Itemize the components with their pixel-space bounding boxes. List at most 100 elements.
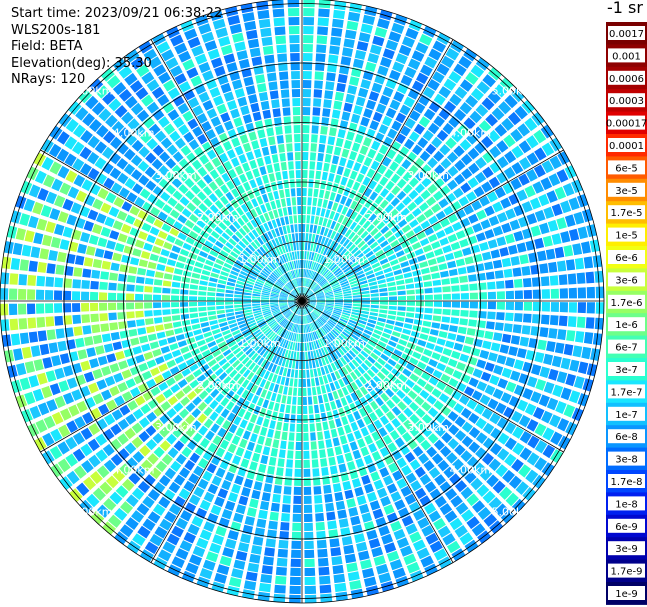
ray-cell [417,137,429,149]
ray-cell [420,220,431,230]
ray-cell [329,278,338,285]
ray-cell [110,331,120,341]
ray-cell [419,150,431,162]
ray-cell [236,317,245,322]
ray-cell [262,339,270,347]
ray-cell [92,258,103,269]
ray-cell [132,346,142,355]
ray-cell [317,431,324,441]
ray-cell [147,333,157,342]
ray-cell [309,369,314,378]
ray-cell [554,246,565,259]
ray-cell [419,333,429,341]
ray-cell [348,244,356,252]
ray-cell [291,405,296,414]
ray-cell [299,352,302,360]
ray-cell [418,94,431,107]
ray-cell [427,122,440,135]
ray-cell [543,353,554,366]
ray-cell [134,239,145,249]
ray-cell [256,518,267,528]
ray-cell [303,269,305,278]
ray-cell [568,302,577,313]
ray-cell [455,209,466,220]
ray-cell [279,295,288,298]
ray-cell [502,469,515,483]
ray-cell [350,261,359,268]
ray-cell [358,184,367,194]
ray-cell [284,310,291,317]
ray-cell [370,227,379,237]
ray-cell [59,239,70,251]
ray-cell [343,38,355,49]
ray-cell [320,347,326,356]
ray-cell [469,310,478,318]
ray-cell [71,389,83,401]
ray-cell [348,361,356,371]
ray-cell [361,297,370,301]
ray-cell [349,76,360,86]
ray-cell [341,111,351,121]
ray-cell [342,309,351,314]
ray-cell [270,322,278,329]
ray-cell [330,401,337,410]
ray-cell [415,288,424,294]
ray-cell [64,327,74,338]
ray-cell [557,151,570,165]
ray-cell [402,184,413,194]
ray-cell [398,255,408,263]
ray-cell [475,447,488,460]
ray-cell [101,333,112,343]
ray-cell [216,564,230,575]
ray-cell [259,378,267,388]
ray-cell [54,277,64,288]
ray-cell [260,299,269,301]
ray-cell [274,584,286,594]
ray-cell [317,198,323,207]
ray-cell [423,348,433,357]
ray-cell [292,290,299,297]
ray-cell [297,306,301,315]
ray-cell [135,293,144,301]
ray-cell [367,148,377,159]
ray-cell [232,455,242,465]
ray-cell [341,283,350,288]
ray-cell [235,284,244,289]
ray-cell [293,387,298,396]
ray-cell [232,347,242,355]
ray-cell [247,277,256,283]
ray-cell [162,316,172,323]
ray-cell [218,317,227,323]
ray-cell [126,236,137,246]
ray-cell [192,545,206,558]
ray-cell [152,294,162,301]
ray-cell [313,341,318,350]
ray-cell [377,340,387,348]
ray-cell [371,140,381,151]
ray-cell [346,255,355,263]
ray-cell [524,117,538,132]
ray-cell [345,364,353,373]
ray-cell [311,125,319,134]
ray-cell [391,394,401,405]
ray-cell [236,386,245,396]
ray-cell [237,408,246,418]
ray-cell [262,309,271,314]
ray-cell [174,355,185,364]
ray-cell [565,421,578,436]
ray-cell [194,261,204,269]
ray-cell [252,303,261,306]
ray-cell [165,171,176,182]
ray-cell [152,186,164,197]
ray-cell [87,151,100,165]
ray-cell [302,188,307,197]
ray-cell [333,288,342,293]
ray-cell [342,288,351,292]
ray-cell [267,362,274,372]
ray-cell [352,331,361,338]
ray-cell [215,467,226,478]
ray-cell [213,95,224,106]
ray-cell [459,353,470,363]
ray-cell [306,315,309,324]
ray-cell [414,345,425,354]
